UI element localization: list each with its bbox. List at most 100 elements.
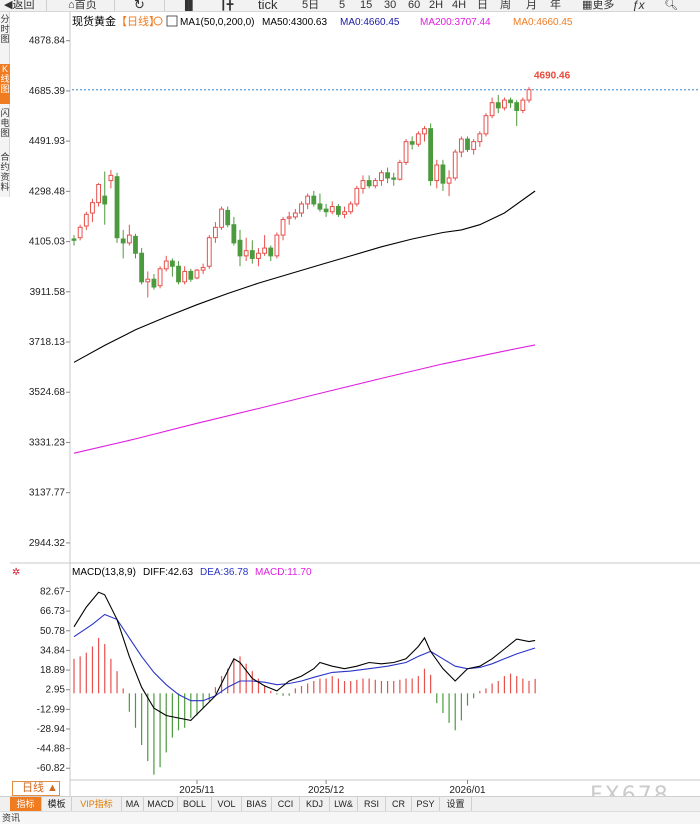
candle[interactable] xyxy=(151,274,157,290)
candle[interactable] xyxy=(342,206,347,219)
candle[interactable] xyxy=(329,201,335,215)
candle[interactable] xyxy=(397,159,403,181)
candle[interactable] xyxy=(102,171,108,225)
candle[interactable] xyxy=(501,97,507,111)
candle[interactable] xyxy=(225,206,231,228)
indicator-tab-13[interactable]: PSY xyxy=(412,797,440,811)
period-button-10[interactable]: 年 xyxy=(550,0,561,11)
indicator-tab-9[interactable]: KDJ xyxy=(300,797,330,811)
candle[interactable] xyxy=(182,266,188,285)
candle[interactable] xyxy=(372,177,378,189)
side-tab-kline[interactable]: K线图 xyxy=(0,64,10,104)
price-chart[interactable]: 现货黄金 【日线】 MA1(50,0,200,0) MA50:4300.63 MA0… xyxy=(0,12,700,796)
home-button[interactable]: ⌂首页 xyxy=(68,0,97,11)
period-button-0[interactable]: 5日 xyxy=(302,0,320,11)
candle[interactable] xyxy=(526,87,532,103)
candle[interactable] xyxy=(96,183,102,207)
side-tab-timeshare[interactable]: 分时图 xyxy=(0,14,10,44)
candle[interactable] xyxy=(176,261,181,285)
more-button[interactable]: ▦更多 xyxy=(582,0,614,11)
back-button[interactable]: ◀返回 xyxy=(4,0,34,11)
candle[interactable] xyxy=(268,245,274,262)
candle[interactable] xyxy=(262,235,268,256)
period-button-5[interactable]: 2H xyxy=(429,0,444,11)
candle[interactable] xyxy=(440,159,446,191)
candle[interactable] xyxy=(157,266,163,289)
candle[interactable] xyxy=(483,113,489,137)
settings-gear-icon[interactable] xyxy=(153,16,163,26)
candle[interactable] xyxy=(163,255,169,272)
candle[interactable] xyxy=(514,100,520,127)
candle[interactable] xyxy=(71,235,77,246)
candle[interactable] xyxy=(126,224,132,246)
candle[interactable] xyxy=(335,203,341,217)
refresh-icon[interactable]: ↻ xyxy=(134,0,145,12)
candle[interactable] xyxy=(200,263,206,275)
candle[interactable] xyxy=(237,229,243,267)
indicator-tab-5[interactable]: BOLL xyxy=(178,797,212,811)
candle[interactable] xyxy=(403,139,409,165)
period-selector[interactable]: 日线 ▲ xyxy=(12,781,60,796)
period-button-9[interactable]: 月 xyxy=(526,0,537,11)
candle[interactable] xyxy=(311,190,317,207)
candle[interactable] xyxy=(206,235,212,269)
period-button-8[interactable]: 周 xyxy=(500,0,511,11)
indicator-tab-0[interactable]: 指标 xyxy=(10,797,42,811)
indicator-tab-12[interactable]: CR xyxy=(386,797,412,811)
candle[interactable] xyxy=(317,193,323,212)
indicator-tab-2[interactable]: VIP指标 xyxy=(72,797,122,811)
indicator-tab-6[interactable]: VOL xyxy=(212,797,242,811)
indicator-tab-4[interactable]: MACD xyxy=(144,797,178,811)
candle[interactable] xyxy=(305,193,311,210)
candle[interactable] xyxy=(256,248,261,267)
bar-chart-icon[interactable]: ▐▌ xyxy=(181,0,197,11)
candle[interactable] xyxy=(139,248,145,285)
candle[interactable] xyxy=(489,97,495,119)
candle[interactable] xyxy=(108,169,114,189)
indicator-tab-14[interactable]: 设置 xyxy=(440,797,472,811)
status-text[interactable]: 资讯 xyxy=(2,813,21,823)
candle[interactable] xyxy=(354,185,360,207)
candle[interactable] xyxy=(508,97,513,108)
period-button-3[interactable]: 30 xyxy=(384,0,397,11)
candle[interactable] xyxy=(446,170,452,197)
candle[interactable] xyxy=(219,206,224,230)
period-button-2[interactable]: 15 xyxy=(360,0,373,11)
candle[interactable] xyxy=(286,211,292,225)
macd-settings-icon[interactable]: ✲ xyxy=(12,567,20,578)
candle[interactable] xyxy=(169,258,175,277)
tick-button[interactable]: tick xyxy=(258,0,278,12)
side-tab-flash[interactable]: 闪电图 xyxy=(0,108,10,138)
candle[interactable] xyxy=(114,172,120,243)
candle[interactable] xyxy=(415,131,421,147)
candle[interactable] xyxy=(299,201,304,217)
zoom-search-icon[interactable]: 🔍︎ xyxy=(664,0,678,11)
ma-toggle-icon[interactable] xyxy=(166,15,178,27)
period-button-1[interactable]: 5 xyxy=(339,0,346,11)
candle[interactable] xyxy=(120,229,126,259)
indicator-tab-10[interactable]: LW& xyxy=(330,797,358,811)
formula-button[interactable]: ƒx xyxy=(632,0,645,12)
period-button-4[interactable]: 60 xyxy=(408,0,421,11)
indicator-tab-11[interactable]: RSI xyxy=(358,797,386,811)
candle[interactable] xyxy=(409,136,415,150)
candle[interactable] xyxy=(379,170,384,186)
indicator-tab-3[interactable]: MA xyxy=(122,797,144,811)
candle[interactable] xyxy=(323,203,329,217)
indicator-tab-1[interactable]: 模板 xyxy=(42,797,72,811)
candle[interactable] xyxy=(188,268,194,282)
candle[interactable] xyxy=(292,209,298,220)
indicator-tab-7[interactable]: BIAS xyxy=(242,797,272,811)
candle[interactable] xyxy=(133,233,138,259)
indicator-tab-8[interactable]: CCI xyxy=(272,797,300,811)
candle[interactable] xyxy=(77,224,83,241)
candle[interactable] xyxy=(274,232,280,259)
candle[interactable] xyxy=(366,175,372,189)
candle[interactable] xyxy=(471,139,477,155)
candle[interactable] xyxy=(465,136,470,153)
candle[interactable] xyxy=(213,222,218,243)
period-button-6[interactable]: 4H xyxy=(452,0,467,11)
candle[interactable] xyxy=(194,268,200,280)
candle[interactable] xyxy=(249,240,255,264)
candle[interactable] xyxy=(428,123,434,186)
